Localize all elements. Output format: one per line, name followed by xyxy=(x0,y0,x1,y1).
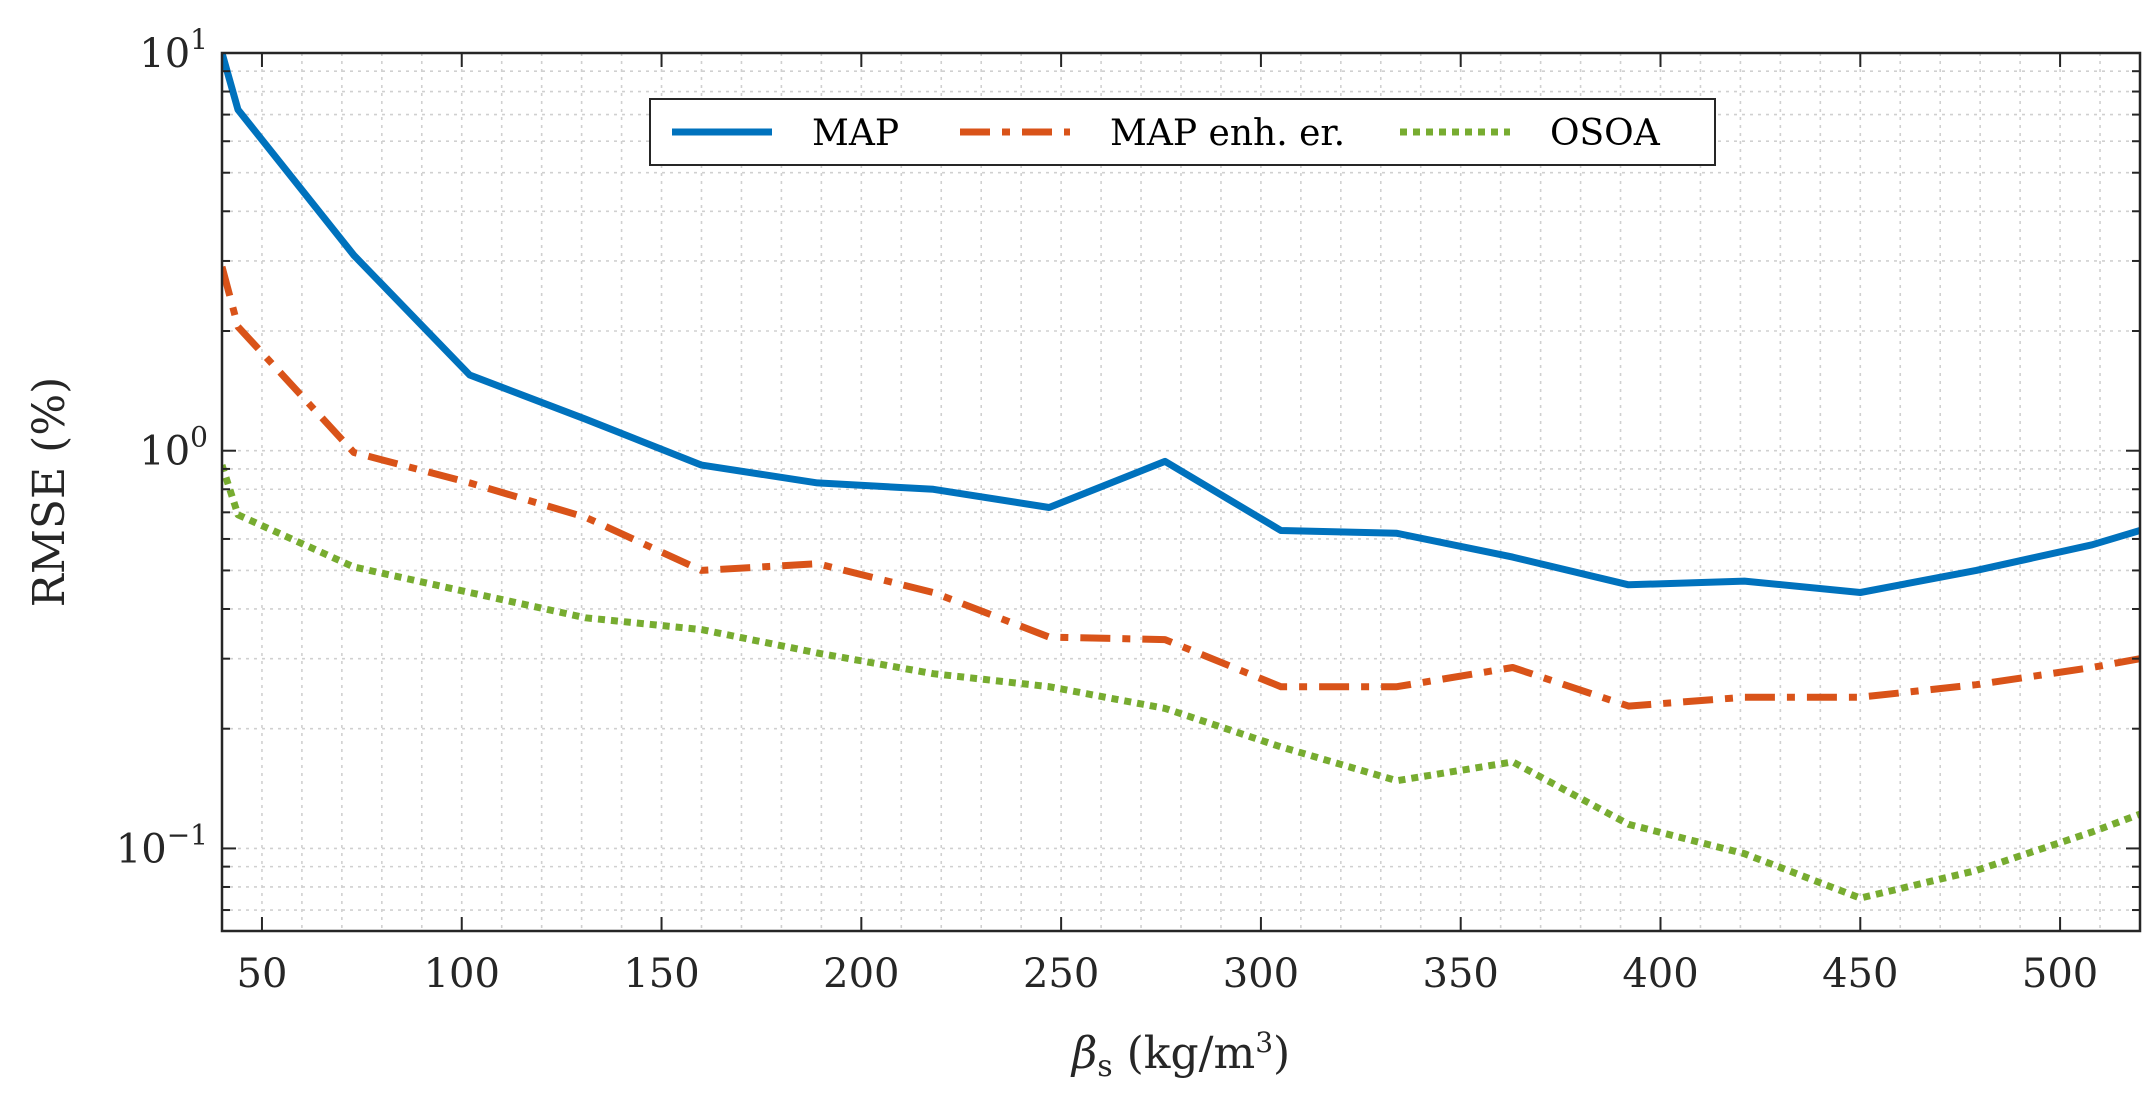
x-tick-label: 100 xyxy=(424,951,500,997)
x-tick-label: 400 xyxy=(1622,951,1698,997)
legend-label: MAP xyxy=(812,113,899,154)
x-tick-label: 350 xyxy=(1423,951,1499,997)
y-tick-label-base: 10 xyxy=(116,826,167,872)
y-tick-label-exponent: 1 xyxy=(190,23,208,56)
plot-area-border xyxy=(220,51,2142,933)
series-line-map-enh-er xyxy=(222,265,2140,710)
series-group xyxy=(222,53,2140,902)
x-tick-label: 150 xyxy=(623,951,699,997)
x-axis-title-symbol: β xyxy=(1070,1028,1097,1079)
legend: MAP MAP enh. er. OSOA xyxy=(649,98,1716,166)
x-tick-label: 250 xyxy=(1023,951,1099,997)
x-tick-label: 300 xyxy=(1223,951,1299,997)
y-tick-label-exponent: 0 xyxy=(190,421,208,454)
x-tick-label: 450 xyxy=(1822,951,1898,997)
y-tick-label: 100 xyxy=(139,421,208,475)
x-axis-title-subscript: s xyxy=(1097,1049,1112,1084)
y-axis-title: RMSE (%) xyxy=(24,377,75,608)
legend-label: MAP enh. er. xyxy=(1110,113,1345,154)
grid xyxy=(221,52,2141,931)
x-axis-title-units-superscript: 3 xyxy=(1255,1026,1273,1059)
legend-box xyxy=(649,98,1716,166)
y-tick-label-base: 10 xyxy=(139,429,190,475)
legend-label: OSOA xyxy=(1550,113,1661,154)
x-axis-title-close: ) xyxy=(1273,1028,1290,1079)
x-tick-label: 200 xyxy=(823,951,899,997)
y-tick-label-exponent: −1 xyxy=(167,818,208,851)
x-tick-label: 50 xyxy=(237,951,288,997)
x-axis-title: βs (kg/m3) xyxy=(1070,1026,1290,1084)
y-tick-label: 101 xyxy=(139,23,208,77)
y-tick-label-base: 10 xyxy=(139,31,190,77)
series-line-osoa xyxy=(222,464,2140,902)
series-line-map xyxy=(222,53,2140,596)
x-tick-label: 500 xyxy=(2022,951,2098,997)
y-tick-label: 10−1 xyxy=(116,818,208,872)
tick-marks xyxy=(222,52,2140,931)
x-axis-title-units: (kg/m xyxy=(1113,1028,1256,1079)
